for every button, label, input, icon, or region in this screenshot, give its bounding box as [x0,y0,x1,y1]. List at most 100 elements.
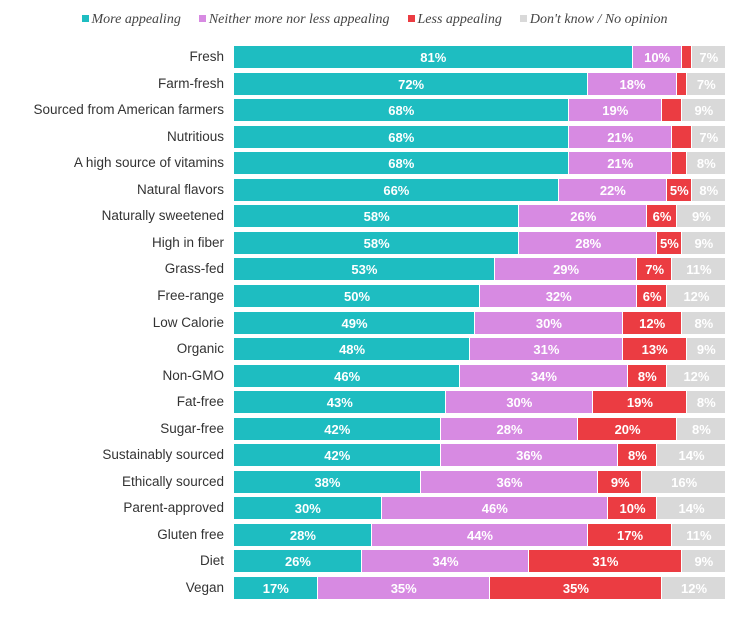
category-label: High in fiber [151,234,224,250]
bar-segment [440,444,617,467]
value-label: 9% [691,209,711,225]
value-label: 12% [680,581,708,596]
legend-swatch [198,15,206,22]
bar-segment [568,152,671,175]
bar-segment [662,577,725,599]
value-label: 19% [626,395,653,411]
value-label: 13% [641,342,668,358]
bar-segment [622,311,681,334]
value-label: 30% [506,395,533,411]
value-label: 12% [639,315,666,331]
value-label: 36% [516,448,543,464]
value-label: 31% [533,342,560,358]
bar-segment [676,72,686,95]
bar-segment [637,258,671,281]
value-label: 9% [694,235,714,251]
category-label: Diet [199,553,224,569]
value-label: 11% [686,262,712,278]
bar-segment [686,152,725,175]
bar-segment [440,417,578,440]
bar-segment [598,470,642,493]
category-label: A high source of vitamins [73,155,224,171]
bar-segment [622,338,686,361]
value-label: 44% [466,527,493,543]
value-label: 9% [696,342,716,358]
bar-segment [361,550,529,573]
legend-label: Neither more nor less appealing [208,12,390,27]
bar-segment [676,417,725,440]
value-label: 7% [699,50,719,65]
bar-segment [371,523,588,546]
value-label: 6% [642,288,662,304]
value-label: 26% [284,554,311,570]
category-label: Nutritious [166,128,224,144]
value-label: 17% [262,581,289,596]
value-label: 53% [351,262,378,278]
bar-segment [657,444,725,467]
value-label: 8% [696,395,716,411]
bar-segment [234,152,568,175]
category-label: Naturally sweetened [101,208,224,224]
value-label: 36% [496,474,523,490]
bar-segment [234,205,519,228]
bar-segment [681,99,725,122]
bar-segment [681,231,725,254]
legend-item: More appealing [81,12,181,28]
category-label: Parent-approved [123,500,224,516]
bar-segment [671,258,725,281]
legend-swatch [519,15,527,22]
value-label: 8% [696,156,716,172]
bar-segment [686,391,725,414]
bar-segment [234,470,420,493]
bar-segment [519,231,657,254]
value-label: 21% [607,129,634,145]
legend-label: Don't know / No opinion [529,12,668,27]
value-label: 32% [545,288,572,304]
bar-segment [607,497,657,520]
bar-segment [494,258,637,281]
legend: More appealing Neither more nor less appe… [0,12,749,28]
value-label: 11% [686,527,712,543]
category-label: Low Calorie [152,314,224,330]
bar-segment [691,178,725,201]
bar-segment [671,523,725,546]
bar-segment [234,125,568,148]
legend-label: Less appealing [417,12,502,27]
bar-segment [234,46,632,68]
bar-segment [632,46,681,68]
legend-swatch [407,15,415,22]
value-label: 12% [683,288,710,304]
bar-segment [480,284,637,307]
bar-segment [519,205,647,228]
bar-segment [234,284,479,307]
value-label: 9% [694,103,714,119]
value-label: 46% [334,368,361,384]
category-label: Vegan [185,580,224,595]
bar-segment [234,364,460,387]
bar-segment [420,470,598,493]
bar-segment [666,284,725,307]
bar-segment [317,577,489,599]
value-label: 29% [553,262,580,278]
legend-item: Neither more nor less appealing [198,12,390,28]
bar-segment [234,99,568,122]
value-label: 42% [324,448,351,464]
category-label: Sourced from American farmers [33,102,224,118]
bar-segment [593,391,686,414]
bar-segment [234,178,558,201]
bar-segment [234,444,440,467]
legend-item: Don't know / No opinion [519,12,668,28]
bar-segment [558,178,666,201]
value-label: 7% [645,262,665,278]
bar-segment [460,364,627,387]
category-label: Gluten free [157,526,224,542]
value-label: 6% [652,209,672,225]
bar-segment [671,125,691,148]
category-label: Sugar-free [160,420,224,436]
value-label: 58% [363,235,390,251]
legend-swatch [81,15,89,22]
bar-segment [234,258,494,281]
value-label: 68% [388,103,415,119]
category-label: Fresh [189,49,224,64]
